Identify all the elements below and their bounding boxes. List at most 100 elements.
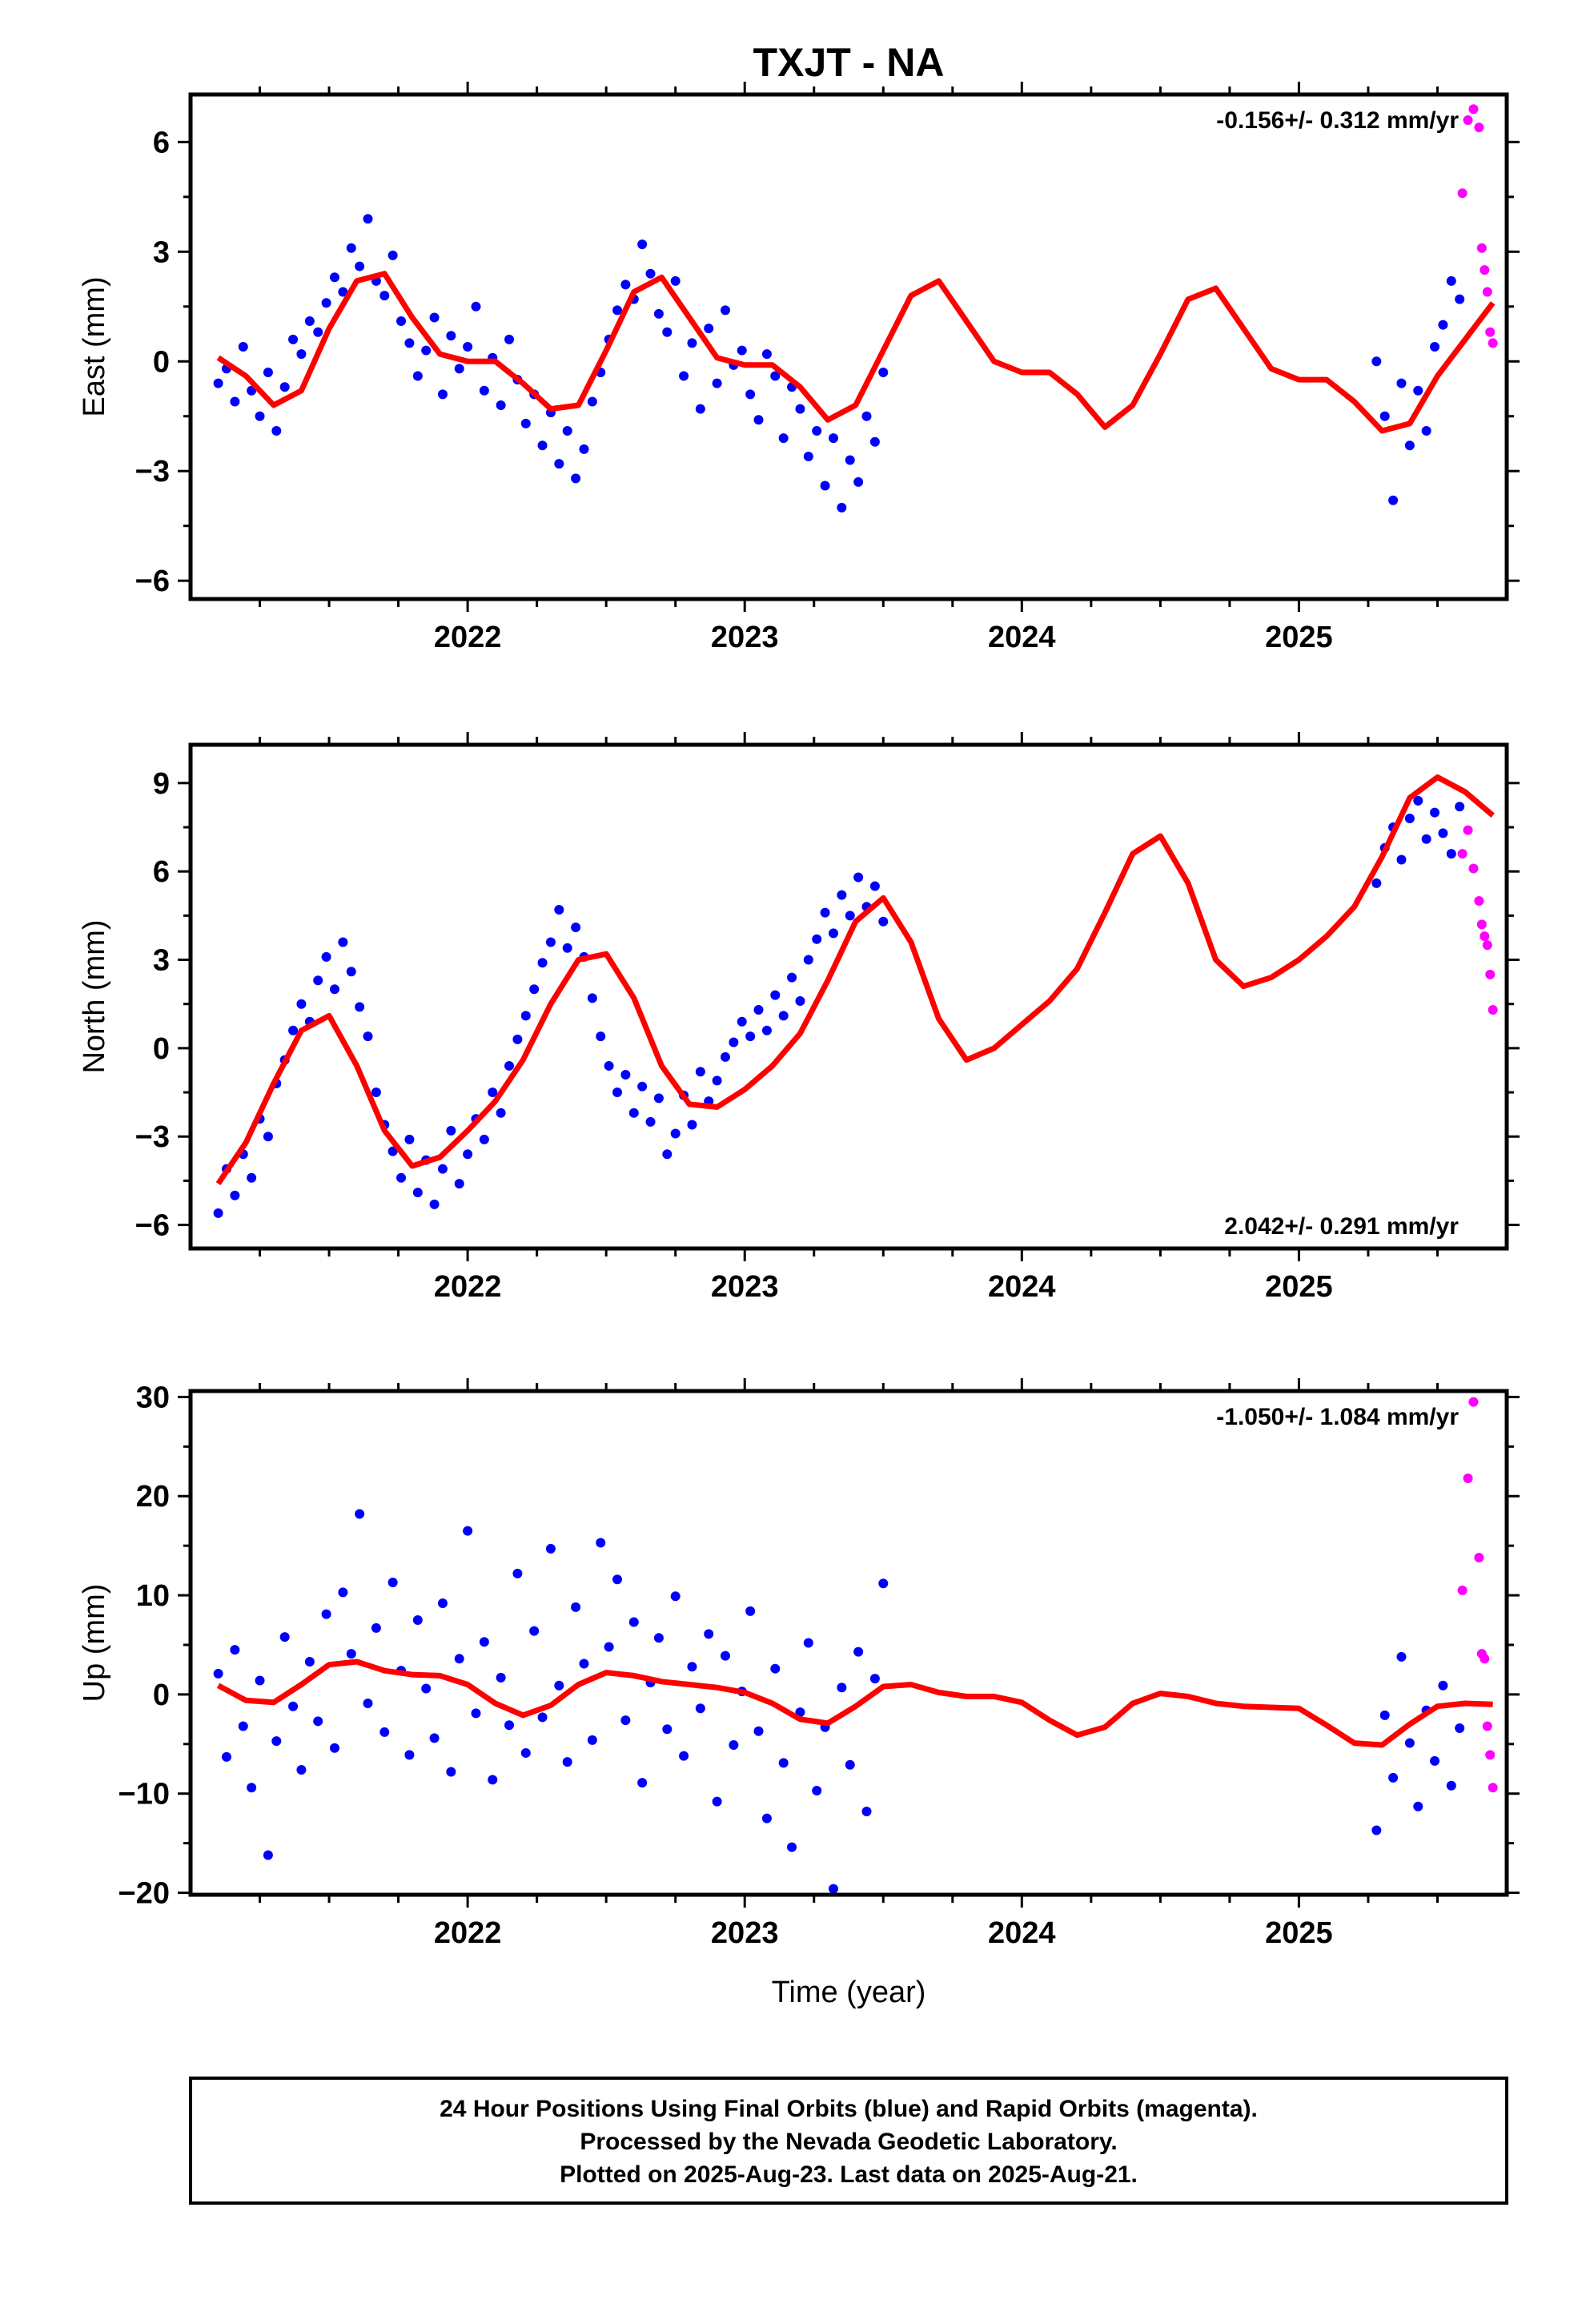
north-panel: 2022 2023 2024 2025 −6 −3 0 3 6 9 North (mm) 2.042+… [78,732,1520,1304]
final-orbit-point [454,364,464,374]
final-orbit-point [279,382,290,392]
final-orbit-point [537,440,548,451]
x-axis-label: Time (year) [772,1976,926,2009]
final-orbit-point [554,1680,564,1691]
y-tick-label: 3 [153,235,170,269]
final-orbit-point [471,301,481,312]
final-orbit-point [255,411,265,421]
final-orbit-point [271,1736,282,1747]
final-orbit-point [1371,878,1382,888]
final-orbit-point [753,1005,764,1015]
final-orbit-point [571,923,581,933]
final-orbit-point [645,1116,656,1127]
final-orbit-point [387,1146,398,1156]
final-orbit-point [637,239,648,250]
final-orbit-point [604,1060,614,1071]
final-orbit-point [712,378,722,388]
final-orbit-point [712,1076,722,1086]
final-orbit-point [421,345,432,356]
final-orbit-point [803,955,813,965]
y-tick-label: 0 [153,1032,170,1066]
final-orbit-point [488,1088,498,1098]
final-orbit-point [679,1751,689,1761]
final-orbit-point [355,1509,365,1519]
final-orbit-point [446,1767,456,1777]
final-orbit-point [729,1740,739,1751]
final-orbit-point [878,1578,889,1589]
final-orbit-point [637,1081,648,1092]
final-orbit-point [869,881,880,891]
final-orbit-point [387,250,398,260]
final-orbit-point [412,1188,423,1198]
final-orbit-point [404,1134,415,1144]
final-orbit-point [878,916,889,927]
final-orbit-point [828,1884,838,1894]
rapid-orbit-point [1457,1585,1468,1595]
final-orbit-point [1430,342,1440,352]
final-orbit-point [313,327,323,337]
final-orbit-point [396,1172,407,1183]
final-orbit-point [778,433,789,444]
final-orbit-point [529,1626,540,1636]
footer-line-1: 24 Hour Positions Using Final Orbits (bl… [440,2096,1258,2122]
final-orbit-point [587,993,597,1003]
rapid-orbit-point [1485,1750,1496,1760]
final-orbit-point [695,1067,705,1077]
final-orbit-point [1446,849,1456,859]
final-orbit-point [761,1025,772,1035]
final-orbit-point [1455,1723,1465,1733]
rapid-orbit-point [1482,1721,1492,1731]
velocity-rate-label: 2.042+/- 0.291 mm/yr [1224,1213,1459,1240]
final-orbit-point [304,316,315,327]
plot-area [213,1397,1498,1894]
final-orbit-point [554,904,564,915]
rapid-orbit-point [1468,104,1479,115]
x-tick-label: 2025 [1265,1916,1333,1950]
rapid-orbit-point [1463,1473,1473,1483]
final-orbit-point [562,943,572,953]
final-orbit-point [529,984,540,995]
rapid-orbit-point [1485,969,1496,979]
final-orbit-point [321,1609,331,1619]
final-orbit-point [653,1633,664,1643]
model-curve [216,1659,1493,1748]
final-orbit-point [346,1649,356,1659]
rapid-orbit-point [1480,265,1490,275]
final-orbit-point [288,1025,299,1035]
final-orbit-point [1396,1651,1407,1662]
final-orbit-point [812,1785,822,1795]
final-orbit-point [828,928,838,939]
final-orbit-point [587,1735,597,1745]
final-orbit-point [554,459,564,469]
y-tick-label: −3 [135,455,170,489]
final-orbit-point [412,371,423,381]
final-orbit-point [230,1645,240,1655]
final-orbit-point [313,1716,323,1727]
final-orbit-point [628,1108,639,1118]
final-orbit-point [479,385,489,396]
y-tick-label: 10 [136,1579,170,1613]
final-orbit-point [670,1591,681,1602]
final-orbit-point [429,312,440,323]
final-orbit-point [795,996,805,1007]
final-orbit-point [596,1538,606,1548]
final-orbit-point [1388,495,1399,505]
rapid-orbit-point [1474,123,1484,133]
rapid-orbit-point [1482,940,1492,951]
final-orbit-point [463,1526,473,1536]
final-orbit-point [355,261,365,271]
plot-frame [188,92,1509,601]
final-orbit-point [479,1637,489,1647]
final-orbit-point [687,1662,697,1672]
final-orbit-point [1379,411,1390,421]
final-orbit-point [628,1617,639,1627]
final-orbit-point [612,305,623,316]
final-orbit-point [837,1683,847,1693]
final-orbit-point [720,305,730,316]
final-orbit-point [512,1568,523,1578]
final-orbit-point [338,287,348,297]
final-orbit-point [1371,356,1382,367]
velocity-rate-label: -0.156+/- 0.312 mm/yr [1216,107,1459,134]
rapid-orbit-point [1463,825,1473,835]
final-orbit-point [770,990,781,1000]
